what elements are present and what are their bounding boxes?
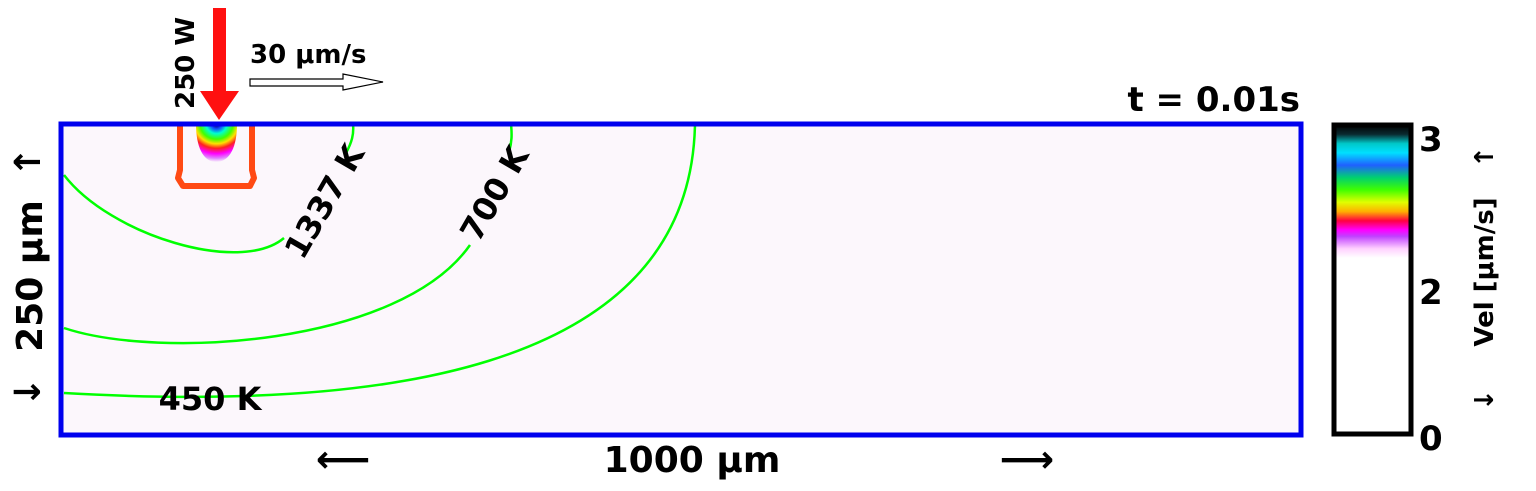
melt-pool: [175, 124, 257, 189]
laser-beam-head: [200, 91, 239, 120]
isotherm-contours: [63, 123, 697, 399]
laser-power-label: 250 W: [171, 17, 201, 109]
scan-speed-label: 30 μm/s: [250, 40, 366, 70]
melt-pool-velocity-field: [196, 124, 237, 162]
colorbar-label: Vel [μm/s]: [1470, 197, 1500, 346]
colorbar-tick-2: 2: [1419, 273, 1443, 313]
isotherm-label-450k: 450 K: [159, 380, 263, 418]
domain-fill: [61, 124, 1301, 435]
depth-arrow-up: ↑: [8, 147, 49, 177]
colorbar-frame: [1331, 122, 1414, 437]
colorbar-arrow-up: ↑: [1470, 146, 1500, 168]
melt-pool-outline: [175, 124, 257, 189]
laser-arrow: [200, 8, 239, 120]
colorbar-tick-0: 0: [1419, 419, 1443, 459]
depth-arrow-down: ↓: [8, 377, 49, 407]
laser-beam-shaft: [213, 8, 226, 92]
colorbar-gradient: [1334, 125, 1411, 434]
depth-dimension-label: 250 μm: [10, 200, 51, 352]
domain-border: [58, 121, 1304, 438]
isotherm-700k-line: [63, 244, 472, 345]
time-label: t = 0.01s: [1127, 80, 1300, 120]
colorbar: 3 2 0 ↑ Vel [μm/s] ↓: [1331, 120, 1500, 459]
width-arrow-right: ⟶: [1000, 437, 1054, 481]
isotherm-450k-line: [63, 123, 697, 399]
colorbar-arrow-down: ↓: [1470, 389, 1500, 411]
isotherm-1337k-line: [63, 174, 285, 254]
width-dimension-label: 1000 μm: [604, 440, 781, 481]
scan-direction-arrow: [249, 73, 384, 91]
colorbar-tick-3: 3: [1419, 120, 1443, 160]
width-arrow-left: ⟵: [316, 437, 370, 481]
